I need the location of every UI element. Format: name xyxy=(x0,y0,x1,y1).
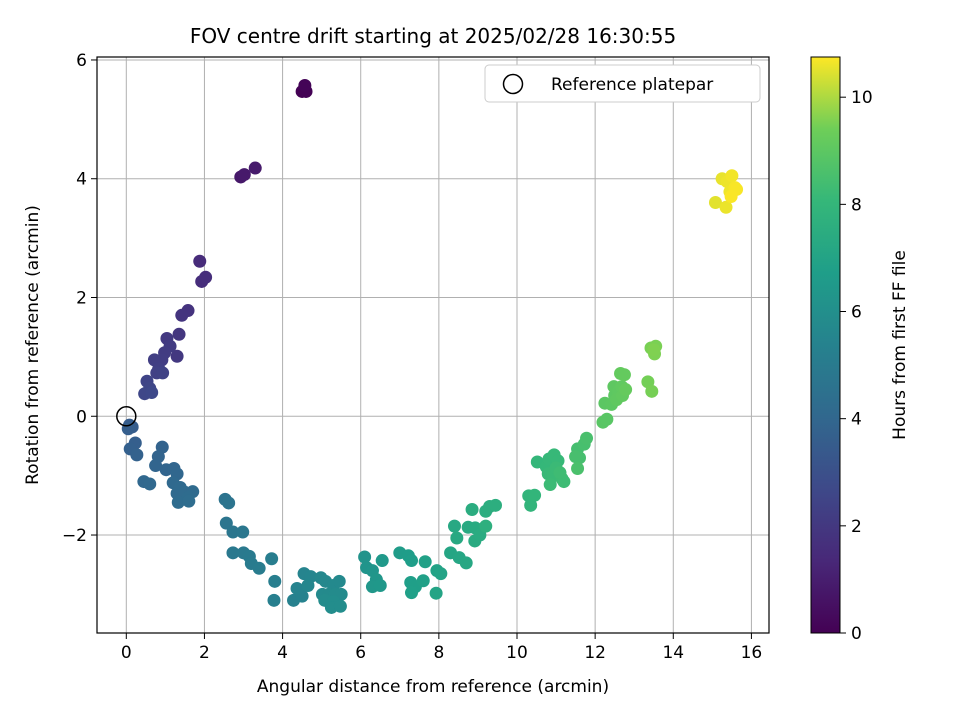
y-tick-label: 4 xyxy=(76,170,87,190)
scatter-point xyxy=(465,502,479,516)
scatter-point xyxy=(708,195,722,209)
x-tick-label: 16 xyxy=(741,643,763,663)
scatter-point xyxy=(145,386,159,400)
x-tick-label: 4 xyxy=(277,643,288,663)
colorbar xyxy=(810,56,841,634)
y-tick-label: 2 xyxy=(76,288,87,308)
scatter-points xyxy=(121,79,744,614)
y-axis-label: Rotation from reference (arcmin) xyxy=(23,205,43,485)
scatter-point xyxy=(143,477,157,491)
colorbar-tick-label: 4 xyxy=(851,410,862,430)
colorbar-tick-label: 10 xyxy=(851,88,873,108)
colorbar-tick-label: 2 xyxy=(851,517,862,537)
colorbar-tick-label: 6 xyxy=(851,303,862,323)
scatter-point xyxy=(459,556,473,570)
x-tick-label: 2 xyxy=(199,643,210,663)
scatter-point xyxy=(450,531,464,545)
scatter-point xyxy=(434,567,448,581)
scatter-point xyxy=(479,519,493,533)
scatter-point xyxy=(358,550,372,564)
scatter-point xyxy=(290,581,304,595)
scatter-point xyxy=(222,496,236,510)
scatter-point xyxy=(617,368,631,382)
scatter-point xyxy=(332,574,346,588)
scatter-point xyxy=(333,599,347,613)
scatter-point xyxy=(265,552,279,566)
scatter-point xyxy=(199,270,213,284)
legend: Reference platepar xyxy=(484,64,761,103)
legend-entry: Reference platepar xyxy=(551,75,713,95)
scatter-point xyxy=(725,169,739,183)
scatter-point xyxy=(447,519,461,533)
scatter-point xyxy=(219,516,233,530)
scatter-point xyxy=(268,574,282,588)
chart-title: FOV centre drift starting at 2025/02/28 … xyxy=(190,24,676,48)
scatter-point xyxy=(172,327,186,341)
scatter-point xyxy=(724,190,738,204)
scatter-point xyxy=(569,450,583,464)
scatter-point xyxy=(171,495,185,509)
scatter-point xyxy=(429,586,443,600)
colorbar-ticks: 0 2 4 6 8 10 xyxy=(840,88,873,644)
scatter-point xyxy=(193,254,207,268)
scatter-point xyxy=(182,494,196,508)
y-tick-label: −2 xyxy=(62,526,87,546)
x-tick-label: 6 xyxy=(355,643,366,663)
reference-marker xyxy=(116,406,137,427)
scatter-point xyxy=(237,168,251,182)
x-tick-label: 0 xyxy=(121,643,132,663)
plot-frame xyxy=(96,56,770,634)
x-tick-label: 8 xyxy=(433,643,444,663)
x-tick-label: 12 xyxy=(584,643,606,663)
scatter-point xyxy=(528,488,542,502)
scatter-point xyxy=(489,498,503,512)
scatter-point xyxy=(252,561,266,575)
colorbar-tick-label: 0 xyxy=(851,624,862,644)
y-tick-label: 6 xyxy=(76,51,87,71)
x-tick-label: 14 xyxy=(662,643,684,663)
scatter-point xyxy=(719,200,733,214)
scatter-point xyxy=(405,554,419,568)
y-tick-label: 0 xyxy=(76,407,87,427)
y-axis-ticks: −2 0 2 4 6 xyxy=(62,51,97,546)
scatter-point xyxy=(226,525,240,539)
scatter-point xyxy=(647,343,661,357)
scatter-point xyxy=(373,578,387,592)
scatter-point xyxy=(149,459,163,473)
scatter-point xyxy=(619,383,633,397)
scatter-point xyxy=(416,574,430,588)
scatter-point xyxy=(301,578,315,592)
scatter-point xyxy=(418,555,432,569)
scatter-point xyxy=(543,478,557,492)
scatter-point xyxy=(236,525,250,539)
grid xyxy=(97,57,769,633)
scatter-point xyxy=(553,466,567,480)
legend-marker xyxy=(502,73,524,95)
scatter-point xyxy=(524,498,538,512)
scatter-point xyxy=(405,586,419,600)
scatter-point xyxy=(645,384,659,398)
colorbar-tick-label: 8 xyxy=(851,195,862,215)
scatter-point xyxy=(175,308,189,322)
scatter-point xyxy=(375,554,389,568)
scatter-point xyxy=(226,546,240,560)
scatter-point xyxy=(248,161,262,175)
scatter-point xyxy=(580,431,594,445)
x-tick-label: 10 xyxy=(506,643,528,663)
scatter-point xyxy=(600,412,614,426)
legend-box xyxy=(484,64,761,103)
reference-point xyxy=(116,406,137,427)
scatter-point xyxy=(170,349,184,363)
scatter-point xyxy=(298,79,312,93)
x-axis-ticks: 0 2 4 6 8 10 12 14 16 xyxy=(121,633,762,663)
scatter-point xyxy=(156,366,170,380)
scatter-point xyxy=(267,593,281,607)
x-axis-label: Angular distance from reference (arcmin) xyxy=(257,677,609,697)
colorbar-label: Hours from first FF file xyxy=(890,250,910,440)
scatter-point xyxy=(130,448,144,462)
scatter-point xyxy=(571,462,585,476)
